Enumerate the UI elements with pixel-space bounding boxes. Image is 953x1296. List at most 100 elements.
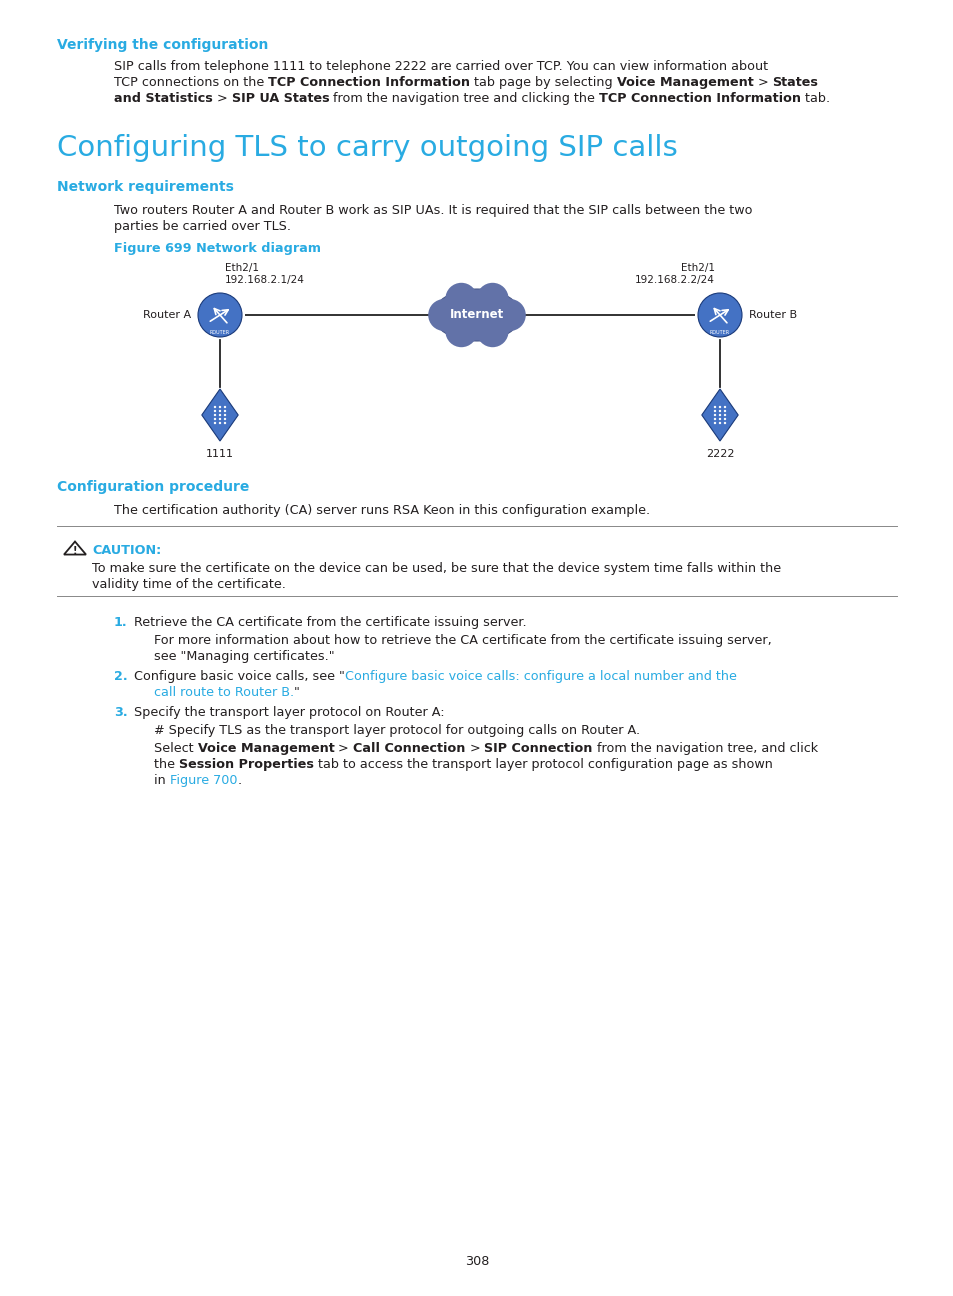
Text: For more information about how to retrieve the CA certificate from the certifica: For more information about how to retrie… bbox=[153, 634, 771, 647]
Circle shape bbox=[723, 421, 725, 424]
Text: tab.: tab. bbox=[801, 92, 829, 105]
Circle shape bbox=[213, 406, 216, 408]
Circle shape bbox=[213, 417, 216, 420]
Text: ROUTER: ROUTER bbox=[709, 330, 729, 336]
Circle shape bbox=[723, 417, 725, 420]
Text: Session Properties: Session Properties bbox=[179, 758, 314, 771]
Circle shape bbox=[718, 406, 720, 408]
Text: Specify the transport layer protocol on Router A:: Specify the transport layer protocol on … bbox=[133, 706, 444, 719]
Circle shape bbox=[218, 417, 221, 420]
Circle shape bbox=[718, 421, 720, 424]
Text: To make sure the certificate on the device can be used, be sure that the device : To make sure the certificate on the devi… bbox=[91, 562, 781, 575]
Circle shape bbox=[718, 417, 720, 420]
Polygon shape bbox=[701, 389, 738, 441]
Circle shape bbox=[713, 417, 716, 420]
Circle shape bbox=[713, 406, 716, 408]
Text: Configuration procedure: Configuration procedure bbox=[57, 480, 249, 494]
Text: Eth2/1
192.168.2.1/24: Eth2/1 192.168.2.1/24 bbox=[225, 263, 305, 285]
Text: The certification authority (CA) server runs RSA Keon in this configuration exam: The certification authority (CA) server … bbox=[113, 504, 649, 517]
Text: parties be carried over TLS.: parties be carried over TLS. bbox=[113, 220, 291, 233]
Circle shape bbox=[718, 413, 720, 416]
Text: # Specify TLS as the transport layer protocol for outgoing calls on Router A.: # Specify TLS as the transport layer pro… bbox=[153, 724, 639, 737]
Text: Eth2/1
192.168.2.2/24: Eth2/1 192.168.2.2/24 bbox=[635, 263, 714, 285]
Text: SIP UA States: SIP UA States bbox=[232, 92, 329, 105]
Circle shape bbox=[723, 406, 725, 408]
Text: 2.: 2. bbox=[113, 670, 128, 683]
Text: validity time of the certificate.: validity time of the certificate. bbox=[91, 578, 286, 591]
Text: Select: Select bbox=[153, 743, 197, 756]
Circle shape bbox=[723, 413, 725, 416]
Circle shape bbox=[218, 413, 221, 416]
Text: Retrieve the CA certificate from the certificate issuing server.: Retrieve the CA certificate from the cer… bbox=[133, 616, 526, 629]
Text: TCP connections on the: TCP connections on the bbox=[113, 76, 268, 89]
Circle shape bbox=[713, 413, 716, 416]
Text: call route to Router B.: call route to Router B. bbox=[153, 686, 294, 699]
Circle shape bbox=[213, 413, 216, 416]
Circle shape bbox=[718, 410, 720, 412]
Circle shape bbox=[476, 315, 508, 347]
Circle shape bbox=[445, 315, 476, 347]
Circle shape bbox=[224, 421, 226, 424]
Text: tab page by selecting: tab page by selecting bbox=[470, 76, 617, 89]
Text: from the navigation tree, and click: from the navigation tree, and click bbox=[592, 743, 817, 756]
Circle shape bbox=[494, 299, 525, 330]
Text: Configuring TLS to carry outgoing SIP calls: Configuring TLS to carry outgoing SIP ca… bbox=[57, 133, 677, 162]
Text: tab to access the transport layer protocol configuration page as shown: tab to access the transport layer protoc… bbox=[314, 758, 772, 771]
Text: 3.: 3. bbox=[113, 706, 128, 719]
Circle shape bbox=[224, 406, 226, 408]
Text: Call Connection: Call Connection bbox=[353, 743, 465, 756]
Circle shape bbox=[476, 283, 508, 315]
Text: >: > bbox=[213, 92, 232, 105]
Circle shape bbox=[213, 421, 216, 424]
Circle shape bbox=[218, 410, 221, 412]
Circle shape bbox=[713, 421, 716, 424]
Circle shape bbox=[224, 410, 226, 412]
Text: TCP Connection Information: TCP Connection Information bbox=[598, 92, 801, 105]
Circle shape bbox=[218, 406, 221, 408]
Text: and Statistics: and Statistics bbox=[113, 92, 213, 105]
Text: Router B: Router B bbox=[748, 310, 797, 320]
Polygon shape bbox=[202, 389, 238, 441]
Text: Verifying the configuration: Verifying the configuration bbox=[57, 38, 268, 52]
Text: Router A: Router A bbox=[143, 310, 191, 320]
Text: Voice Management: Voice Management bbox=[617, 76, 753, 89]
Circle shape bbox=[445, 283, 476, 315]
Text: Figure 699 Network diagram: Figure 699 Network diagram bbox=[113, 242, 320, 255]
Text: SIP calls from telephone 1111 to telephone 2222 are carried over TCP. You can vi: SIP calls from telephone 1111 to telepho… bbox=[113, 60, 767, 73]
Text: 308: 308 bbox=[464, 1255, 489, 1267]
Text: >: > bbox=[753, 76, 772, 89]
Text: Figure 700: Figure 700 bbox=[170, 774, 237, 787]
Ellipse shape bbox=[437, 294, 516, 336]
Text: .: . bbox=[237, 774, 241, 787]
Text: in: in bbox=[153, 774, 170, 787]
Text: Voice Management: Voice Management bbox=[197, 743, 334, 756]
Text: ": " bbox=[294, 686, 299, 699]
Text: 2222: 2222 bbox=[705, 448, 734, 459]
Text: 1111: 1111 bbox=[206, 448, 233, 459]
Circle shape bbox=[713, 410, 716, 412]
Text: see "Managing certificates.": see "Managing certificates." bbox=[153, 651, 335, 664]
Text: Internet: Internet bbox=[450, 308, 503, 321]
Text: Configure basic voice calls, see ": Configure basic voice calls, see " bbox=[133, 670, 345, 683]
Text: Configure basic voice calls: configure a local number and the: Configure basic voice calls: configure a… bbox=[345, 670, 736, 683]
Circle shape bbox=[224, 417, 226, 420]
Text: Two routers Router A and Router B work as SIP UAs. It is required that the SIP c: Two routers Router A and Router B work a… bbox=[113, 203, 752, 216]
Text: TCP Connection Information: TCP Connection Information bbox=[268, 76, 470, 89]
Circle shape bbox=[723, 410, 725, 412]
Text: States: States bbox=[772, 76, 818, 89]
Circle shape bbox=[218, 421, 221, 424]
Text: >: > bbox=[334, 743, 353, 756]
Circle shape bbox=[213, 410, 216, 412]
Text: !: ! bbox=[72, 546, 77, 556]
Circle shape bbox=[198, 293, 242, 337]
Ellipse shape bbox=[433, 289, 520, 341]
Text: ROUTER: ROUTER bbox=[210, 330, 230, 336]
Text: from the navigation tree and clicking the: from the navigation tree and clicking th… bbox=[329, 92, 598, 105]
Text: the: the bbox=[153, 758, 179, 771]
Text: SIP Connection: SIP Connection bbox=[484, 743, 592, 756]
Circle shape bbox=[698, 293, 741, 337]
Circle shape bbox=[428, 299, 459, 330]
Text: Network requirements: Network requirements bbox=[57, 180, 233, 194]
Text: 1.: 1. bbox=[113, 616, 128, 629]
Text: CAUTION:: CAUTION: bbox=[91, 544, 161, 557]
